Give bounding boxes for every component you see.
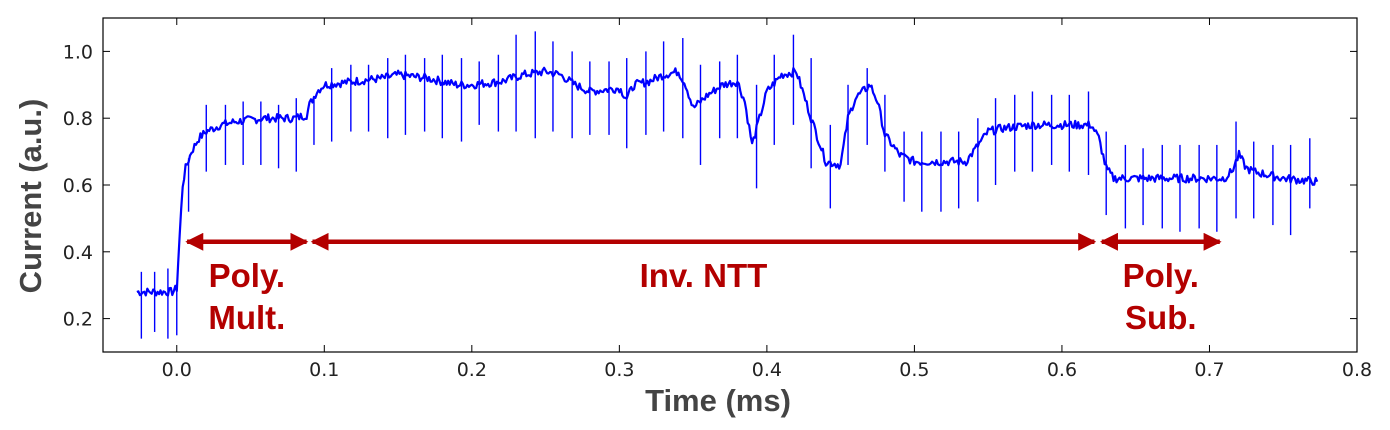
x-tick-label: 0.0 <box>162 359 192 381</box>
phase-label: Poly. <box>1123 257 1199 294</box>
phase-label: Mult. <box>208 299 285 336</box>
y-tick-label: 1.0 <box>63 41 93 63</box>
x-tick-label: 0.2 <box>457 359 487 381</box>
x-tick-label: 0.3 <box>604 359 634 381</box>
y-tick-label: 0.8 <box>63 108 93 130</box>
y-tick-label: 0.6 <box>63 175 93 197</box>
phase-label: Sub. <box>1125 299 1197 336</box>
series-line <box>136 66 1319 297</box>
x-tick-label: 0.1 <box>309 359 339 381</box>
y-axis-label: Current (a.u.) <box>13 99 48 294</box>
tick-layer: 0.0 0.1 0.2 0.3 0.4 0.5 0.6 0.7 0.8 0.2 0.4 0.6 0.8 1… <box>63 18 1372 381</box>
x-tick-label: 0.7 <box>1194 359 1224 381</box>
x-tick-label: 0.4 <box>752 359 782 381</box>
x-tick-label: 0.8 <box>1342 359 1372 381</box>
phase-label: Inv. NTT <box>640 257 768 294</box>
x-axis-label: Time (ms) <box>645 383 791 418</box>
phase-label: Poly. <box>209 257 285 294</box>
y-tick-label: 0.4 <box>63 242 93 264</box>
x-tick-label: 0.6 <box>1047 359 1077 381</box>
annotation-layer: Poly. Mult. Inv. NTT Poly. Sub. <box>185 232 1222 336</box>
y-tick-label: 0.2 <box>63 309 93 331</box>
series-layer <box>136 31 1319 339</box>
x-tick-label: 0.5 <box>899 359 929 381</box>
